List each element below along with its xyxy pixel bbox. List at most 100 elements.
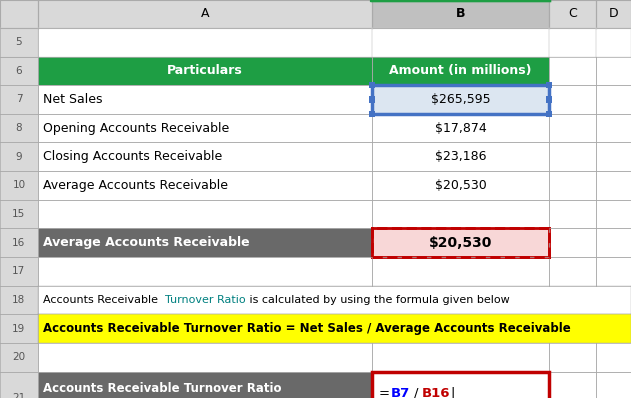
- Text: B7: B7: [391, 387, 411, 398]
- Text: $23,186: $23,186: [435, 150, 487, 163]
- Bar: [596, 28, 631, 57]
- Text: C: C: [569, 8, 577, 20]
- Bar: [546, 82, 551, 88]
- Bar: [38, 171, 372, 200]
- Bar: [546, 111, 551, 117]
- Text: 15: 15: [13, 209, 25, 219]
- Bar: [372, 0, 549, 28]
- Text: B: B: [456, 8, 466, 20]
- Bar: [596, 114, 631, 142]
- Bar: [596, 57, 631, 85]
- Bar: [596, 257, 631, 286]
- Bar: [549, 142, 596, 171]
- Text: B16: B16: [422, 387, 451, 398]
- Text: Amount (in millions): Amount (in millions): [389, 64, 532, 77]
- Bar: [38, 200, 372, 228]
- Bar: [549, 343, 596, 372]
- Bar: [0, 114, 38, 142]
- Bar: [38, 28, 372, 57]
- Bar: [546, 96, 551, 103]
- Text: 8: 8: [16, 123, 22, 133]
- Bar: [596, 343, 631, 372]
- Bar: [38, 114, 372, 142]
- Bar: [370, 96, 375, 103]
- Bar: [0, 0, 38, 28]
- Bar: [0, 142, 38, 171]
- Text: Opening Accounts Receivable: Opening Accounts Receivable: [43, 122, 229, 135]
- Bar: [372, 85, 549, 114]
- Bar: [38, 85, 372, 114]
- Bar: [0, 171, 38, 200]
- Text: Accounts Receivable Turnover Ratio: Accounts Receivable Turnover Ratio: [43, 382, 281, 395]
- Bar: [549, 372, 596, 398]
- Text: $17,874: $17,874: [435, 122, 487, 135]
- Bar: [38, 314, 631, 343]
- Bar: [0, 314, 38, 343]
- Bar: [0, 286, 38, 314]
- Text: $20,530: $20,530: [429, 236, 492, 250]
- Bar: [549, 200, 596, 228]
- Bar: [0, 85, 38, 114]
- Text: Particulars: Particulars: [167, 64, 243, 77]
- Bar: [372, 343, 549, 372]
- Bar: [549, 171, 596, 200]
- Bar: [0, 28, 38, 57]
- Bar: [596, 372, 631, 398]
- Bar: [549, 28, 596, 57]
- Bar: [372, 257, 549, 286]
- Bar: [372, 114, 549, 142]
- Text: 10: 10: [13, 180, 25, 191]
- Bar: [370, 82, 375, 88]
- Text: Average Accounts Receivable: Average Accounts Receivable: [43, 179, 228, 192]
- Bar: [0, 372, 38, 398]
- Bar: [596, 0, 631, 28]
- Text: =: =: [379, 387, 389, 398]
- Text: $265,595: $265,595: [431, 93, 490, 106]
- Text: /: /: [414, 387, 418, 398]
- Bar: [549, 57, 596, 85]
- Text: Accounts Receivable Turnover Ratio = Net Sales / Average Accounts Receivable: Accounts Receivable Turnover Ratio = Net…: [43, 322, 570, 335]
- Bar: [372, 228, 549, 257]
- Text: 18: 18: [13, 295, 25, 305]
- Bar: [596, 200, 631, 228]
- Bar: [549, 85, 596, 114]
- Bar: [596, 171, 631, 200]
- Bar: [596, 228, 631, 257]
- Text: A: A: [201, 8, 209, 20]
- Bar: [0, 28, 38, 57]
- Bar: [0, 57, 38, 85]
- Bar: [370, 111, 375, 117]
- Bar: [372, 200, 549, 228]
- Bar: [372, 85, 549, 114]
- Text: D: D: [609, 8, 618, 20]
- Bar: [549, 0, 596, 28]
- Bar: [0, 257, 38, 286]
- Text: is calculated by using the formula given below: is calculated by using the formula given…: [246, 295, 510, 305]
- Bar: [372, 142, 549, 171]
- Text: Turnover Ratio: Turnover Ratio: [165, 295, 246, 305]
- Text: 7: 7: [16, 94, 22, 105]
- Text: $20,530: $20,530: [435, 179, 487, 192]
- Bar: [372, 372, 549, 398]
- Bar: [0, 200, 38, 228]
- Bar: [38, 0, 372, 28]
- Bar: [596, 85, 631, 114]
- Text: Net Sales: Net Sales: [43, 93, 102, 106]
- Bar: [372, 28, 549, 57]
- Text: 21: 21: [13, 392, 25, 398]
- Text: |: |: [451, 387, 455, 398]
- Bar: [549, 257, 596, 286]
- Bar: [38, 228, 372, 257]
- Bar: [0, 228, 38, 257]
- Text: 5: 5: [16, 37, 22, 47]
- Bar: [38, 286, 631, 314]
- Bar: [549, 228, 596, 257]
- Bar: [38, 257, 372, 286]
- Text: Accounts Receivable: Accounts Receivable: [43, 295, 162, 305]
- Bar: [38, 343, 372, 372]
- Bar: [372, 57, 549, 85]
- Text: 17: 17: [13, 266, 25, 277]
- Bar: [38, 57, 372, 85]
- Bar: [372, 372, 549, 398]
- Bar: [0, 343, 38, 372]
